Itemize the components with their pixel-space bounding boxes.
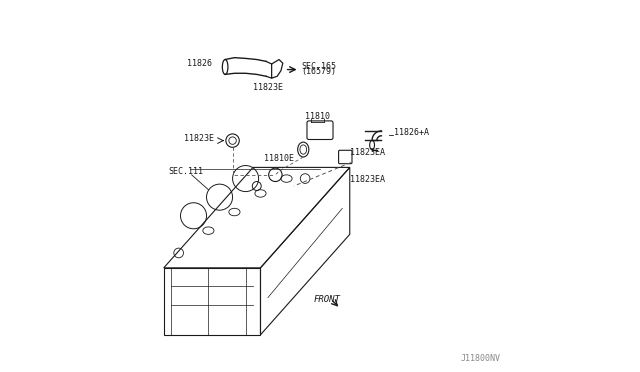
Text: 11810: 11810: [305, 112, 330, 121]
Text: 11810E: 11810E: [264, 154, 294, 163]
Text: 11826+A: 11826+A: [394, 128, 429, 137]
Text: 11823EA: 11823EA: [349, 175, 385, 184]
Text: J11800NV: J11800NV: [460, 354, 500, 363]
Text: 11826: 11826: [187, 60, 212, 68]
Text: 11823EA: 11823EA: [349, 148, 385, 157]
Text: 11823E: 11823E: [253, 83, 283, 92]
Text: 11823E: 11823E: [184, 134, 214, 143]
Text: SEC.165: SEC.165: [301, 62, 337, 71]
Text: FRONT: FRONT: [314, 295, 341, 304]
Text: (16579): (16579): [301, 67, 337, 76]
Text: SEC.111: SEC.111: [168, 167, 204, 176]
